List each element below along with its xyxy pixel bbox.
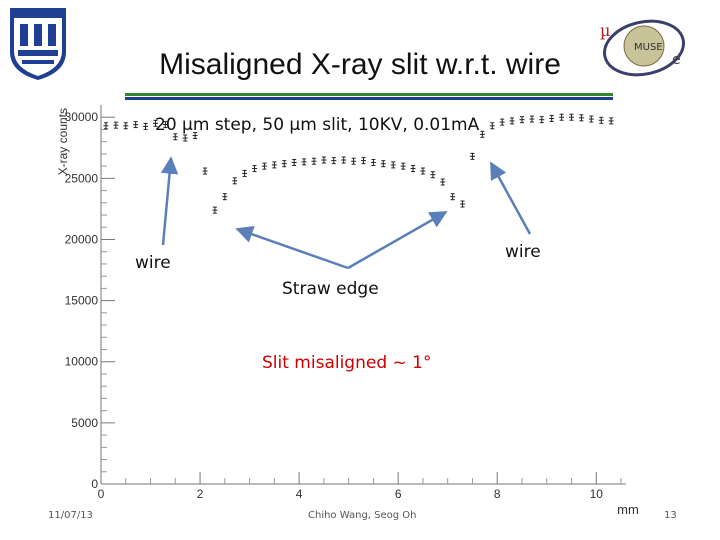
data-point: [242, 169, 248, 177]
data-point: [410, 165, 416, 173]
annotations: 20 µm step, 50 µm slit, 10KV, 0.01mA wir…: [135, 115, 541, 373]
svg-text:MUSE: MUSE: [634, 42, 663, 53]
x-tick-label: 8: [494, 487, 501, 501]
y-tick-label: 5000: [71, 416, 98, 430]
data-point: [143, 122, 149, 130]
y-tick-label: 30000: [65, 110, 99, 124]
data-point: [222, 193, 228, 201]
x-tick-label: 0: [98, 487, 105, 501]
title-underline-blue: [125, 97, 613, 100]
y-axis-label: X-ray counts: [56, 108, 70, 175]
data-point: [430, 171, 436, 179]
footer-authors: Chiho Wang, Seog Oh: [308, 510, 417, 521]
data-series: [103, 113, 614, 214]
annotation-arrows: [160, 156, 532, 270]
y-tick-label: 20000: [65, 232, 99, 246]
x-tick-label: 10: [590, 487, 604, 501]
data-point: [103, 122, 109, 130]
data-point: [420, 167, 426, 175]
data-point: [252, 165, 258, 173]
data-point: [162, 121, 168, 129]
x-tick-label: 2: [197, 487, 204, 501]
data-point: [361, 157, 366, 165]
data-point: [301, 158, 307, 166]
data-point: [598, 116, 604, 124]
svg-text:e: e: [672, 52, 681, 68]
x-tick-label: 6: [395, 487, 402, 501]
data-point: [469, 152, 475, 160]
data-point: [578, 114, 584, 122]
data-point: [539, 116, 545, 124]
data-point: [281, 160, 287, 168]
data-point: [519, 116, 525, 124]
title-underline-green: [125, 93, 613, 96]
y-tick-label: 0: [91, 477, 98, 491]
data-point: [341, 156, 347, 164]
conditions-label: 20 µm step, 50 µm slit, 10KV, 0.01mA: [155, 115, 480, 135]
data-point: [400, 162, 406, 170]
data-point: [133, 121, 139, 129]
data-point: [529, 115, 535, 123]
data-point: [440, 178, 446, 186]
svg-text:µ: µ: [600, 21, 610, 40]
wire-left-arrow: [160, 156, 179, 246]
data-point: [509, 117, 515, 125]
data-point: [152, 119, 158, 127]
data-point: [261, 162, 267, 170]
y-tick-label: 15000: [65, 294, 99, 308]
data-point: [390, 161, 396, 169]
wire-left-label: wire: [135, 253, 171, 273]
straw-edge-right-arrow: [347, 210, 448, 270]
chart-axes: 0 5000 10000 15000 20000 25000 30000 0 2 4 6 8 10 mm X…: [56, 105, 639, 517]
x-tick-label: 4: [296, 487, 303, 501]
footer-date: 11/07/13: [48, 510, 93, 521]
data-point: [569, 113, 575, 121]
muse-logo: µ MUSE e: [594, 14, 694, 84]
page-number: 13: [664, 510, 677, 521]
data-point: [450, 193, 456, 201]
data-point: [291, 158, 297, 166]
straw-edge-label: Straw edge: [282, 279, 379, 299]
slide-title: Misaligned X-ray slit w.r.t. wire: [159, 48, 561, 81]
data-point: [311, 157, 317, 165]
data-point: [172, 133, 178, 141]
data-point: [113, 121, 119, 129]
duke-university-logo: [6, 6, 70, 82]
data-point: [271, 161, 277, 169]
data-point: [370, 158, 376, 166]
data-point: [232, 177, 238, 185]
wire-right-arrow: [489, 161, 532, 235]
data-point: [123, 122, 129, 130]
data-point: [549, 114, 555, 122]
data-point: [608, 117, 614, 125]
slit-misaligned-label: Slit misaligned ~ 1°: [262, 353, 432, 373]
data-point: [489, 122, 495, 130]
data-point: [331, 157, 337, 165]
data-point: [202, 167, 208, 175]
data-point: [182, 134, 188, 142]
data-point: [559, 113, 565, 121]
x-axis-label: mm: [617, 502, 639, 517]
y-tick-label: 25000: [65, 171, 99, 185]
data-point: [479, 130, 485, 138]
data-point: [380, 160, 386, 168]
wire-right-label: wire: [505, 242, 541, 262]
data-point: [321, 156, 327, 164]
data-point: [192, 132, 198, 140]
straw-edge-left-arrow: [235, 225, 349, 270]
data-point: [499, 118, 505, 126]
data-point: [588, 115, 594, 123]
data-point: [351, 157, 357, 165]
y-tick-label: 10000: [65, 355, 99, 369]
data-point: [460, 200, 466, 208]
data-point: [212, 206, 218, 214]
